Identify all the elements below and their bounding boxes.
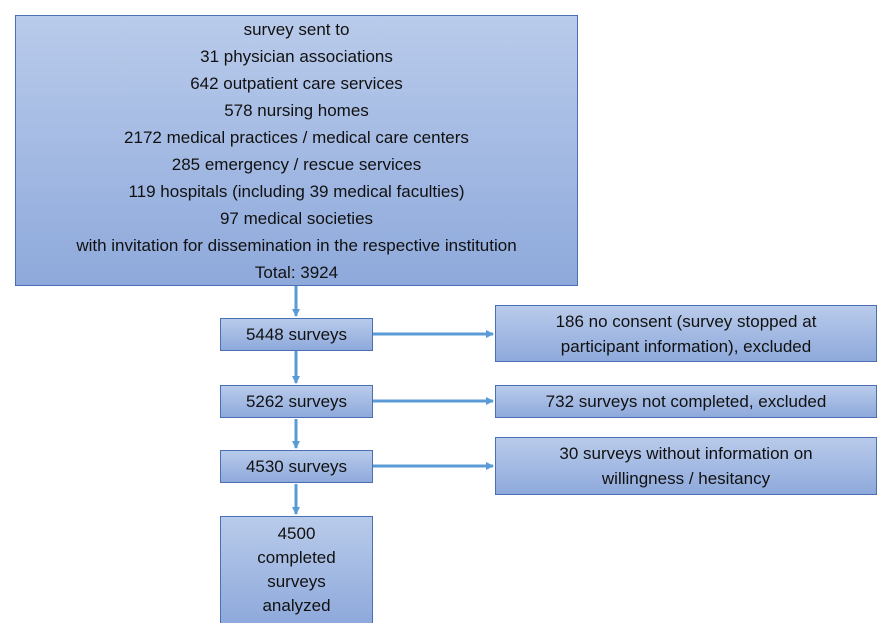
- box-text: survey sent to: [243, 19, 350, 39]
- box-text: with invitation for dissemination in the…: [76, 235, 517, 255]
- excluded-box: 186 no consent (survey stopped at partici…: [495, 305, 877, 362]
- box-text: 30 surveys without information on: [559, 444, 813, 463]
- flow-box: 5448 surveys: [220, 318, 373, 351]
- source-box: survey sent to 31 physician associations 6…: [15, 15, 578, 286]
- box-text: 97 medical societies: [219, 208, 374, 228]
- box-text: 4530 surveys: [245, 457, 348, 476]
- excluded-box: 732 surveys not completed, excluded: [495, 385, 877, 418]
- box-text: surveys: [267, 572, 326, 591]
- box-text: 119 hospitals (including 39 medical facu…: [128, 181, 465, 201]
- flow-box: 4530 surveys: [220, 450, 373, 483]
- box-text: 186 no consent (survey stopped at: [555, 311, 817, 331]
- final-box: 4500 completed surveys analyzed: [220, 516, 373, 623]
- box-text: participant information), excluded: [560, 336, 812, 356]
- box-text: 5448 surveys: [245, 325, 348, 344]
- excluded-box: 30 surveys without information on willing…: [495, 437, 877, 495]
- box-text: 2172 medical practices / medical care ce…: [124, 127, 469, 147]
- box-text: willingness / hesitancy: [601, 469, 771, 488]
- box-text: 31 physician associations: [200, 46, 393, 66]
- box-text: Total: 3924: [254, 262, 339, 282]
- connectors: [292, 286, 494, 515]
- box-text: completed: [257, 548, 336, 567]
- box-text: 285 emergency / rescue services: [171, 154, 422, 174]
- box-text: 578 nursing homes: [224, 100, 369, 120]
- box-text: 732 surveys not completed, excluded: [545, 392, 827, 411]
- box-text: 642 outpatient care services: [190, 73, 403, 93]
- box-text: 5262 surveys: [245, 392, 348, 411]
- box-text: analyzed: [262, 596, 331, 615]
- box-text: 4500: [277, 524, 316, 543]
- flow-box: 5262 surveys: [220, 385, 373, 418]
